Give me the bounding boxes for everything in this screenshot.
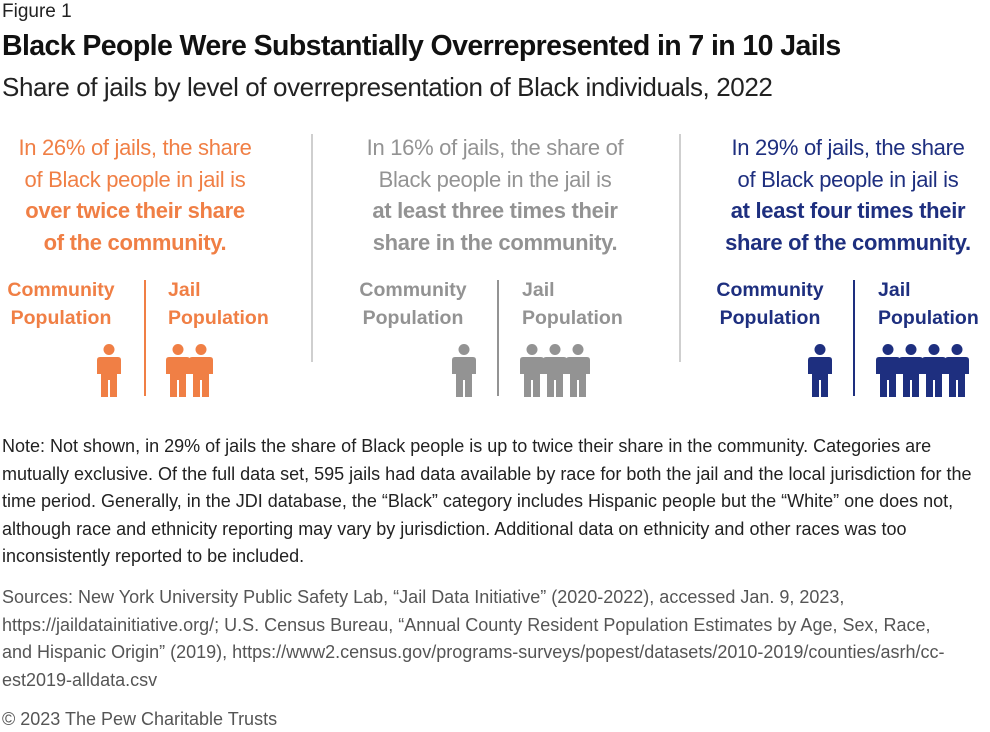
person-icon [97,344,121,397]
person-icon [452,344,476,397]
person-icon [189,344,213,397]
panel-twice: In 26% of jails, the share of Black peop… [0,132,270,402]
jail-icons [520,344,590,403]
community-label-line: Community [7,279,115,301]
person-icon [876,344,900,397]
community-label-line: Population [10,307,112,329]
panel-inner-divider [144,280,146,396]
panel-four-times: In 29% of jails, the share of Black peop… [706,132,990,402]
panel-lead-line: In 29% of jails, the share [731,135,965,160]
chart-title: Black People Were Substantially Overrepr… [2,30,841,62]
person-icon [808,344,832,397]
community-icons [452,344,476,403]
person-icon [922,344,946,397]
panel-text: In 29% of jails, the share of Black peop… [706,132,990,258]
person-icon-group [452,344,476,397]
panel-emph-line: over twice their share [25,198,245,223]
panel-three-times: In 16% of jails, the share of Black peop… [345,132,645,402]
community-label: Community Population [708,276,832,332]
panel-lead-line: In 16% of jails, the share of [366,135,624,160]
panel-emph-line: at least three times their [372,198,618,223]
panel-inner-divider [497,280,499,396]
community-label: Community Population [353,276,473,332]
jail-icons [166,344,213,403]
person-icon-group [808,344,832,397]
community-icons [97,344,121,403]
panel-emph-line: share of the community. [725,229,971,255]
jail-label: Jail Population [168,276,269,332]
person-icon [945,344,969,397]
copyright: © 2023 The Pew Charitable Trusts [2,709,278,729]
community-label-line: Population [719,307,821,329]
panel-lead-line: In 26% of jails, the share [18,135,252,160]
person-icon-group [166,344,213,397]
panel-separator [679,134,681,362]
panel-text: In 26% of jails, the share of Black peop… [0,132,270,258]
community-label-line: Population [362,307,464,329]
jail-label: Jail Population [878,276,979,332]
panel-lead-line: Black people in the jail is [378,166,612,192]
jail-label: Jail Population [522,276,623,332]
person-icon [520,344,544,397]
panel-text: In 16% of jails, the share of Black peop… [345,132,645,258]
jail-label-line: Population [878,307,979,329]
jail-label-line: Population [522,307,623,329]
person-icon [899,344,923,397]
panel-emph-line: share in the community. [372,229,618,255]
jail-label-line: Population [168,307,269,329]
person-icon-group [520,344,590,397]
chart-sources: Sources: New York University Public Safe… [2,587,945,690]
community-label-line: Community [716,279,824,301]
community-icons [808,344,832,403]
jail-label-line: Jail [878,279,911,301]
chart-subtitle: Share of jails by level of overrepresent… [2,72,773,102]
jail-icons [876,344,969,403]
panel-emph-line: at least four times their [730,198,966,223]
chart-note: Note: Not shown, in 29% of jails the sha… [2,436,972,566]
panel-lead-line: of Black people in jail is [737,166,959,192]
jail-label-line: Jail [168,279,201,301]
panel-inner-divider [853,280,855,396]
person-icon-group [876,344,969,397]
person-icon-group [97,344,121,397]
figure-label: Figure 1 [2,1,72,22]
panel-lead-line: of Black people in jail is [24,166,246,192]
community-label-line: Community [359,279,467,301]
person-icon [166,344,190,397]
person-icon [566,344,590,397]
person-icon [543,344,567,397]
jail-label-line: Jail [522,279,555,301]
panel-separator [311,134,313,362]
community-label: Community Population [0,276,122,332]
panel-emph-line: of the community. [43,229,227,255]
